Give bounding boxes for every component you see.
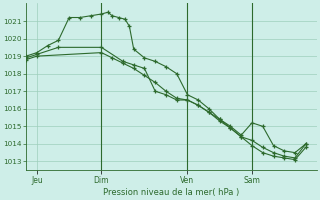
X-axis label: Pression niveau de la mer( hPa ): Pression niveau de la mer( hPa ): [103, 188, 239, 197]
